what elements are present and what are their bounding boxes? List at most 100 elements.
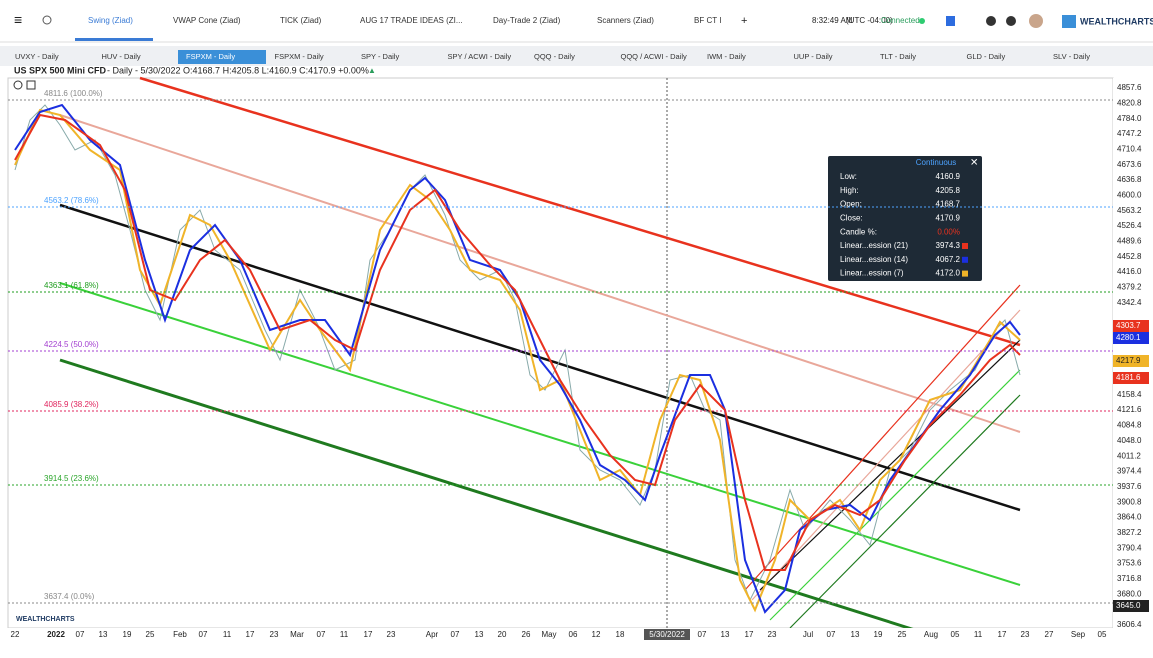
price-tick-label: 4747.2	[1117, 129, 1142, 138]
date-tick-label: 27	[1045, 630, 1054, 639]
drawings	[14, 76, 1021, 632]
date-tick-label: 17	[364, 630, 373, 639]
price-badge	[1113, 372, 1149, 384]
price-tick-label: 4820.8	[1117, 98, 1142, 107]
price-path	[14, 104, 1021, 602]
price-tick-label: 4452.8	[1117, 252, 1142, 261]
date-tick-label: 05	[1098, 630, 1107, 639]
watchlist-item[interactable]: IWM - Daily	[707, 52, 746, 61]
watchlist-bar	[0, 46, 1153, 66]
tooltip	[828, 156, 982, 281]
price-badge-label: 4280.1	[1116, 333, 1141, 342]
watchlist-item[interactable]: FSPXM - Daily	[186, 52, 235, 61]
add-icon[interactable]	[26, 80, 36, 90]
date-tick-label: Aug	[924, 630, 938, 639]
top-bar	[0, 0, 1153, 42]
price-tick-label: 4526.4	[1117, 221, 1142, 230]
status-dot	[919, 18, 925, 24]
clock: 8:32:49 AM	[812, 16, 853, 25]
price-tick-label: 4416.0	[1117, 267, 1142, 276]
tooltip-value: 0.00%	[937, 227, 960, 236]
fib-label: 4563.2 (78.6%)	[44, 196, 99, 205]
tooltip-key: Close:	[840, 214, 863, 223]
ohlc-info: - Daily - 5/30/2022 O:4168.7 H:4205.8 L:…	[107, 65, 369, 75]
date-tick-label: Apr	[426, 630, 439, 639]
tooltip-key: Linear...ession (7)	[840, 269, 904, 278]
date-tick-label: 19	[874, 630, 883, 639]
save-icon[interactable]	[946, 16, 955, 26]
price-tick-label: 4011.2	[1117, 451, 1141, 460]
help-icon[interactable]	[1006, 16, 1016, 26]
date-tick-label: 25	[898, 630, 907, 639]
tab[interactable]: TICK (Ziad)	[280, 16, 322, 25]
trend-line	[59, 282, 1021, 586]
price-tick-label: 4158.4	[1117, 390, 1142, 399]
tooltip-key: Linear...ession (21)	[840, 241, 908, 250]
price-tick-label: 3937.6	[1117, 482, 1142, 491]
date-tick-label: 23	[1021, 630, 1030, 639]
date-tick-label: 11	[223, 630, 232, 639]
up-arrow: ▲	[368, 66, 376, 75]
tooltip-value: 4172.0	[936, 269, 961, 278]
tab[interactable]: VWAP Cone (Ziad)	[173, 16, 241, 25]
watchlist-item[interactable]: GLD - Daily	[967, 52, 1006, 61]
watermark: WEALTHCHARTS	[16, 616, 75, 623]
tab[interactable]: AUG 17 TRADE IDEAS (ZI...	[360, 16, 463, 25]
watchlist-item[interactable]: SPY / ACWI - Daily	[448, 52, 512, 61]
tooltip-key: Candle %:	[840, 227, 877, 236]
date-tick-label: 20	[498, 630, 507, 639]
watchlist-item[interactable]: HUV - Daily	[102, 52, 141, 61]
channel-line	[744, 284, 1021, 591]
watchlist-item[interactable]: TLT - Daily	[880, 52, 916, 61]
settings-icon[interactable]	[986, 16, 996, 26]
date-tick-label: 22	[11, 630, 20, 639]
watchlist-item[interactable]: QQQ / ACWI - Daily	[621, 52, 688, 61]
price-tick-label: 3716.8	[1117, 574, 1142, 583]
watchlist-item[interactable]: UVXY - Daily	[15, 52, 59, 61]
price-tick-label: 4857.6	[1117, 83, 1142, 92]
tooltip-value: 4168.7	[936, 200, 961, 209]
price-tick-label: 3827.2	[1117, 528, 1142, 537]
price-badge-label: 4217.9	[1116, 356, 1141, 365]
status: Connected	[881, 16, 920, 25]
watchlist-item[interactable]: SLV - Daily	[1053, 52, 1090, 61]
tooltip-key: Low:	[840, 172, 857, 181]
menu-icon[interactable]: ≡	[14, 12, 22, 28]
brand-logo	[1062, 15, 1076, 28]
date-tick-label: 07	[698, 630, 707, 639]
price-tick-label: 4563.2	[1117, 206, 1142, 215]
price-axis	[1113, 78, 1153, 628]
avatar[interactable]	[1029, 14, 1043, 28]
tooltip-value: 4067.2	[936, 255, 961, 264]
watchlist-item[interactable]: SPY - Daily	[361, 52, 399, 61]
tooltip-swatch	[962, 243, 968, 249]
price-tick-label: 3790.4	[1117, 543, 1142, 552]
date-tick-label: 19	[123, 630, 132, 639]
date-tick-label: 23	[270, 630, 279, 639]
trend-line	[59, 358, 916, 632]
price-tick-label: 3974.4	[1117, 467, 1142, 476]
date-tick-label: 07	[199, 630, 208, 639]
price-tick-label: 4379.2	[1117, 283, 1142, 292]
tab[interactable]: Swing (Ziad)	[88, 16, 133, 25]
watchlist-item[interactable]: UUP - Daily	[794, 52, 833, 61]
hide-icon[interactable]	[13, 80, 23, 90]
fib-label: 4811.6 (100.0%)	[44, 89, 103, 98]
tooltip-close[interactable]: ✕	[970, 158, 978, 169]
date-tick-label: 11	[974, 630, 983, 639]
tab[interactable]: Scanners (Ziad)	[597, 16, 654, 25]
price-badge	[1113, 320, 1149, 332]
channel-line	[759, 339, 1021, 591]
date-tick-label: 11	[340, 630, 349, 639]
date-tick-label: May	[541, 630, 556, 639]
tab-add[interactable]: +	[741, 15, 747, 27]
date-tick-label: 17	[246, 630, 255, 639]
watchlist-item[interactable]: QQQ - Daily	[534, 52, 575, 61]
tab[interactable]: BF CT I	[694, 16, 721, 25]
price-tick-label: 4784.0	[1117, 114, 1142, 123]
search-icon[interactable]	[42, 15, 52, 25]
price-tick-label: 4710.4	[1117, 144, 1142, 153]
tab[interactable]: Day-Trade 2 (Ziad)	[493, 16, 561, 25]
watchlist-item[interactable]: FSPXM - Daily	[275, 52, 324, 61]
